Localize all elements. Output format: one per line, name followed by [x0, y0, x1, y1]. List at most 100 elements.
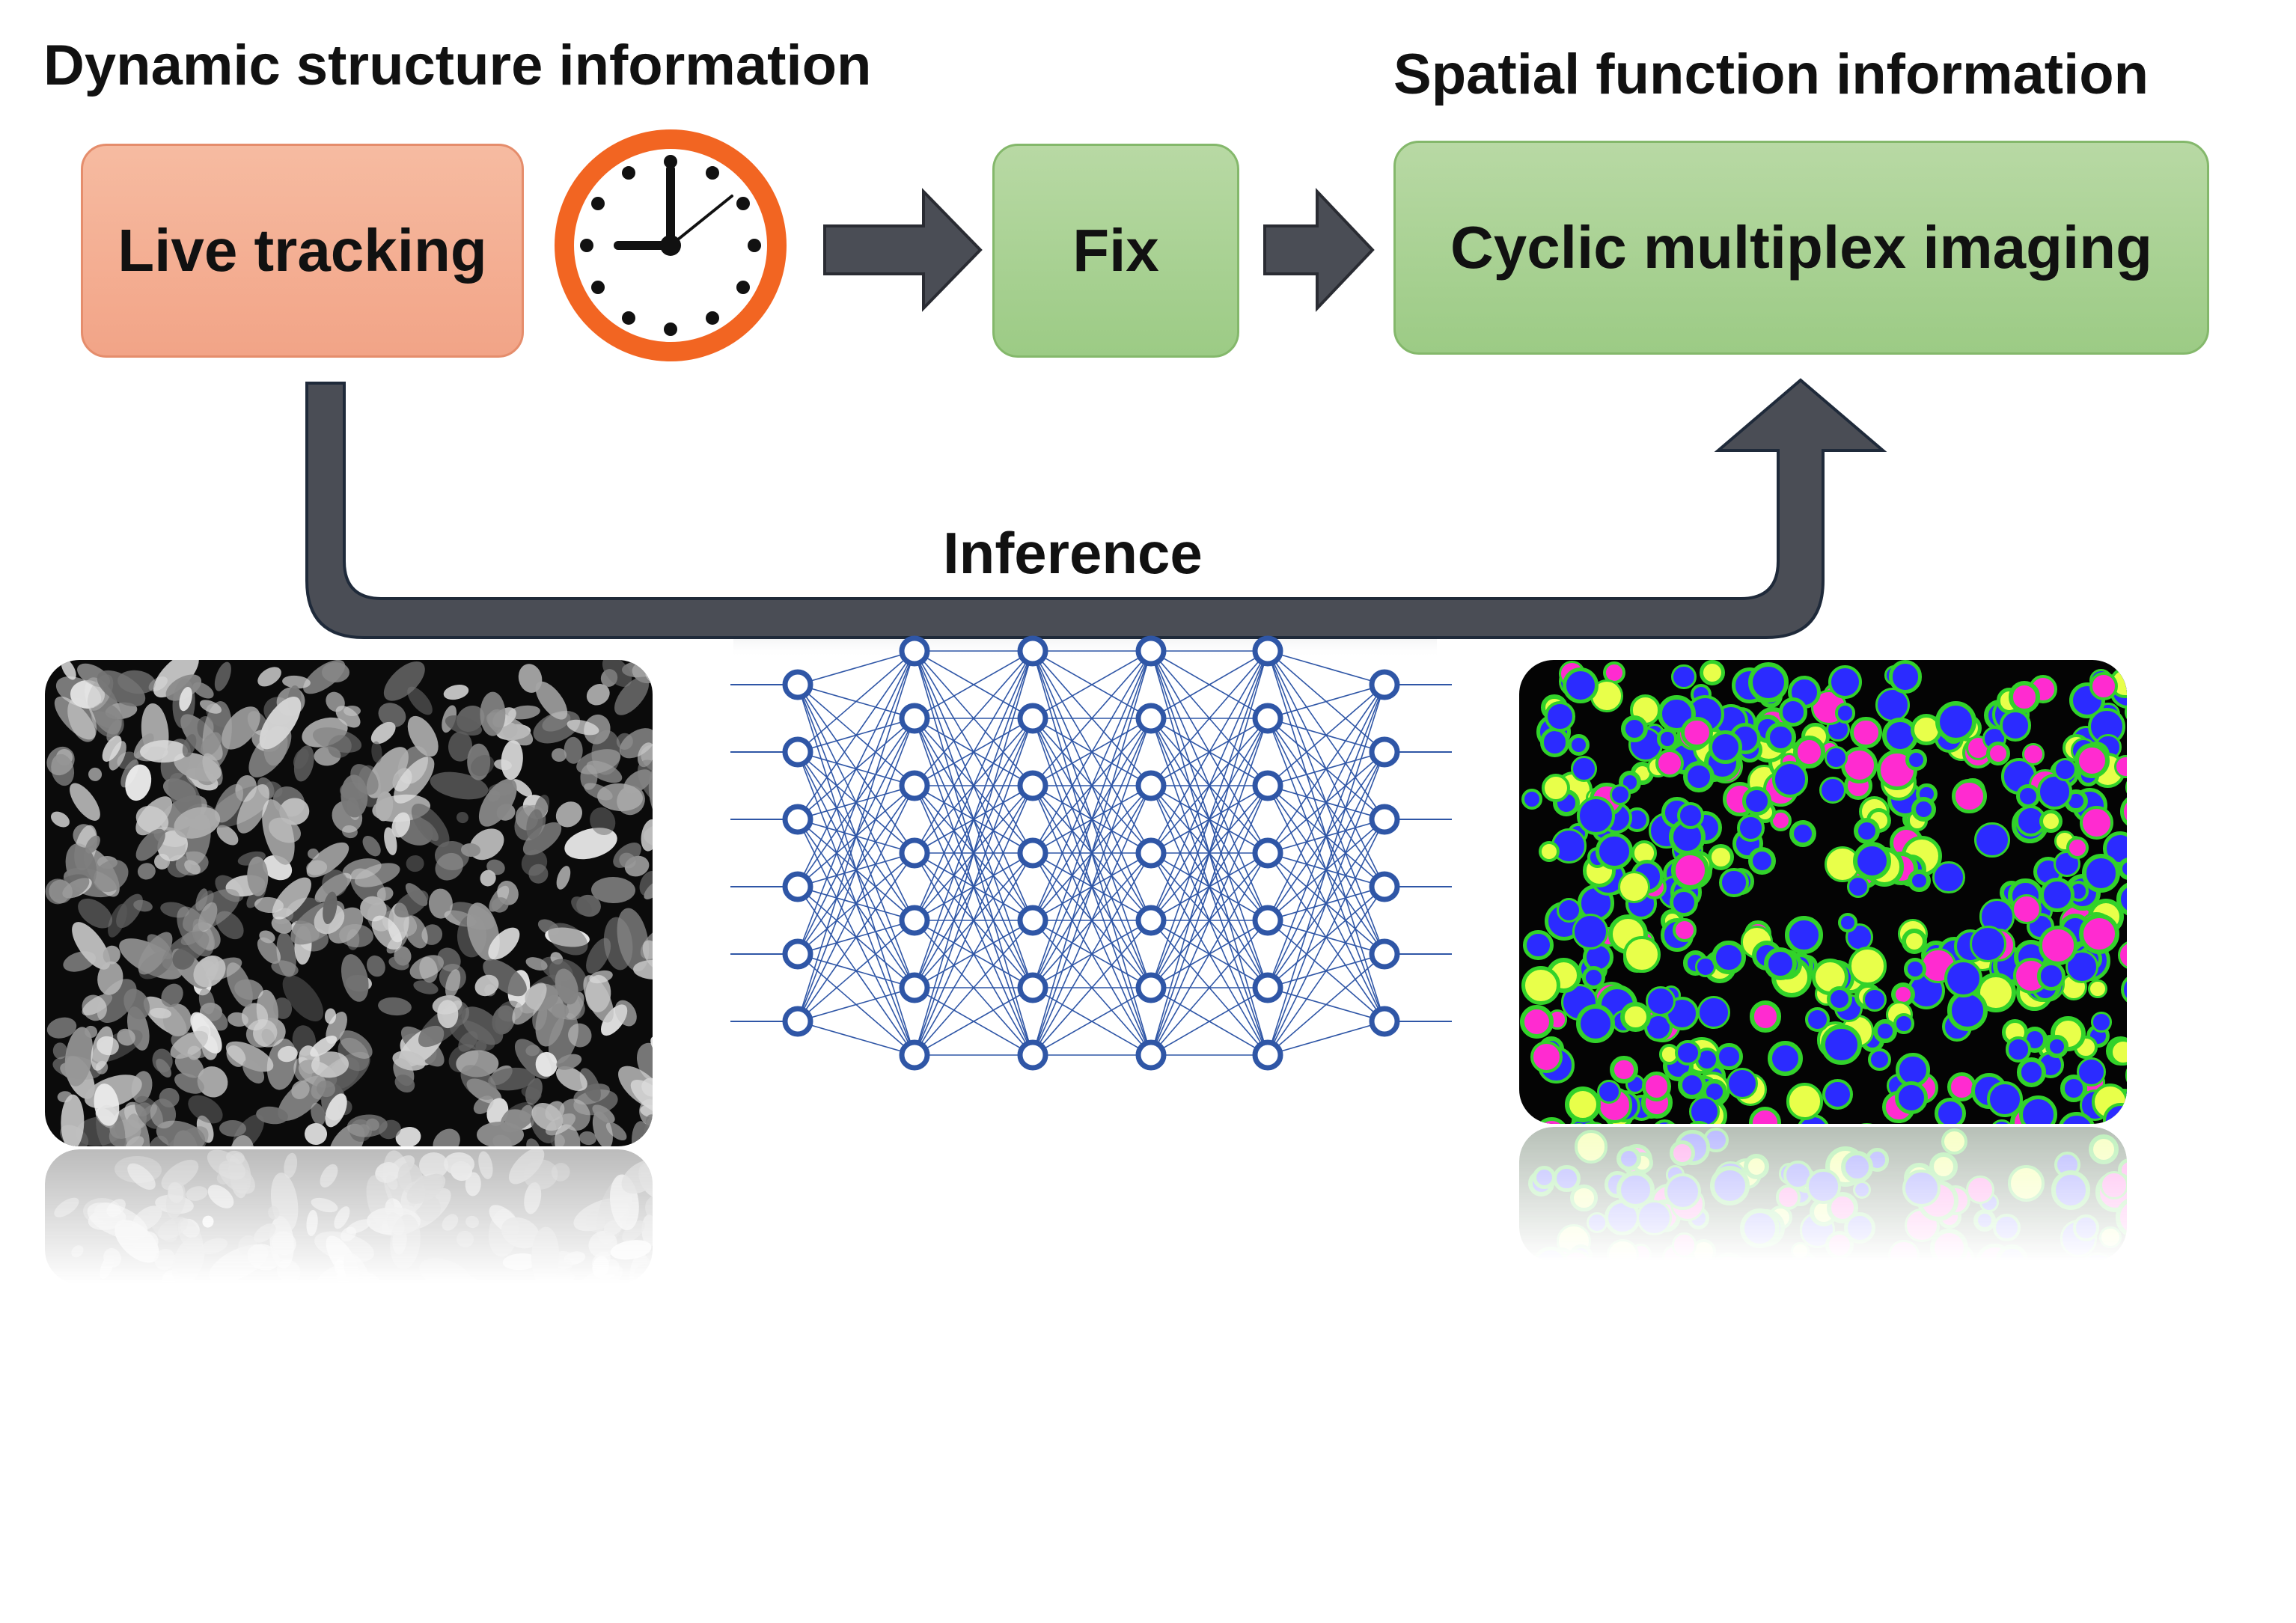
cell: [2005, 1036, 2032, 1063]
cell: [1791, 1241, 1810, 1261]
nn-node: [1017, 703, 1048, 734]
cell: [2077, 1057, 2107, 1087]
cell: [1778, 697, 1807, 727]
cell: [85, 765, 105, 784]
cell: [377, 995, 413, 1017]
cell: [415, 1251, 476, 1284]
cell: [1709, 1166, 1750, 1206]
nn-edge: [1032, 650, 1152, 719]
cell: [1675, 1039, 1701, 1066]
nn-edge: [1267, 819, 1385, 1056]
cell: [428, 1123, 466, 1146]
cell: [1911, 797, 1936, 822]
multiplex-micrograph: [1519, 660, 2127, 1124]
cell: [1952, 779, 1987, 814]
nn-edge: [1032, 987, 1152, 1056]
nn-edge: [914, 920, 1033, 1056]
nn-edge: [1032, 650, 1152, 1056]
cell: [2039, 809, 2063, 833]
cell: [464, 1214, 481, 1231]
cell: [1572, 913, 1609, 950]
cell: [1749, 1000, 1782, 1033]
inference-arrow: [305, 378, 1887, 639]
cell: [1785, 916, 1823, 954]
cell: [1542, 773, 1571, 802]
cell: [1521, 965, 1561, 1006]
cyclic-multiplex-imaging-box: Cyclic multiplex imaging: [1393, 141, 2209, 355]
cell: [2021, 743, 2045, 766]
cell: [1671, 1232, 1697, 1258]
cell: [403, 682, 437, 720]
nn-edge: [1267, 684, 1385, 854]
nn-node: [1135, 972, 1167, 1003]
cell: [2045, 1035, 2069, 1059]
cell: [1623, 935, 1661, 973]
cell: [2120, 973, 2127, 1006]
nn-edge: [1267, 684, 1385, 1056]
cell: [1768, 1041, 1804, 1077]
cell: [1726, 1068, 1758, 1100]
cell: [1576, 1003, 1616, 1044]
cell: [1904, 958, 1926, 980]
nn-node: [1369, 804, 1400, 835]
cell: [2099, 1171, 2127, 1200]
cell: [1789, 819, 1817, 847]
cell: [2036, 962, 2066, 991]
cell: [1902, 1169, 1941, 1208]
cell: [2088, 979, 2107, 999]
cell: [1742, 786, 1771, 816]
cell: [1581, 965, 1606, 990]
cell: [477, 1122, 524, 1146]
cell: [535, 1051, 558, 1078]
cell: [1854, 817, 1880, 844]
cell: [2120, 794, 2127, 829]
cell: [1941, 1128, 1967, 1155]
heading-spatial-function: Spatial function information: [1393, 43, 2149, 106]
nn-node: [782, 669, 813, 700]
clock-tick: [622, 166, 635, 180]
multiplex-micrograph-reflection: [1519, 1127, 2127, 1262]
cell: [1683, 761, 1715, 793]
cell: [1848, 1122, 1886, 1124]
nn-edge: [1032, 920, 1152, 1056]
cell: [1837, 912, 1857, 932]
cell: [2040, 878, 2074, 912]
cell: [1688, 1095, 1721, 1124]
arrow-to-fix: [823, 188, 983, 312]
cell: [2008, 1165, 2045, 1202]
nn-node: [1252, 635, 1283, 667]
nn-edge: [1267, 886, 1385, 1056]
cell: [1669, 1140, 1695, 1166]
cell: [1805, 1006, 1831, 1032]
cell: [1771, 761, 1808, 798]
cell: [159, 1087, 180, 1108]
cell: [1987, 1081, 2024, 1117]
nn-edge: [797, 920, 915, 1022]
clock-tick: [706, 166, 719, 180]
cell: [1908, 869, 1932, 893]
cell: [1739, 1208, 1780, 1249]
cell: [1570, 1185, 1598, 1212]
cell: [1893, 1012, 1915, 1034]
cell: [2081, 853, 2121, 893]
nn-node: [1017, 1039, 1048, 1071]
cell: [2054, 757, 2077, 782]
nn-node: [899, 972, 930, 1003]
nn-edge: [1267, 751, 1385, 1056]
nn-node: [1369, 871, 1400, 902]
nn-node: [1252, 972, 1283, 1003]
cell: [2074, 742, 2110, 778]
cell: [1606, 1238, 1640, 1262]
nn-node: [1252, 905, 1283, 936]
nn-node: [782, 938, 813, 970]
cell: [455, 810, 470, 825]
cell: [1521, 788, 1542, 810]
live-tracking-box: Live tracking: [81, 144, 524, 358]
nn-node: [899, 905, 930, 936]
nn-edge: [797, 650, 915, 955]
cell: [1822, 1078, 1854, 1110]
cell: [1888, 660, 1923, 694]
cell: [1819, 776, 1847, 804]
nn-edge: [914, 852, 1033, 1056]
nn-edge: [1150, 718, 1268, 1056]
